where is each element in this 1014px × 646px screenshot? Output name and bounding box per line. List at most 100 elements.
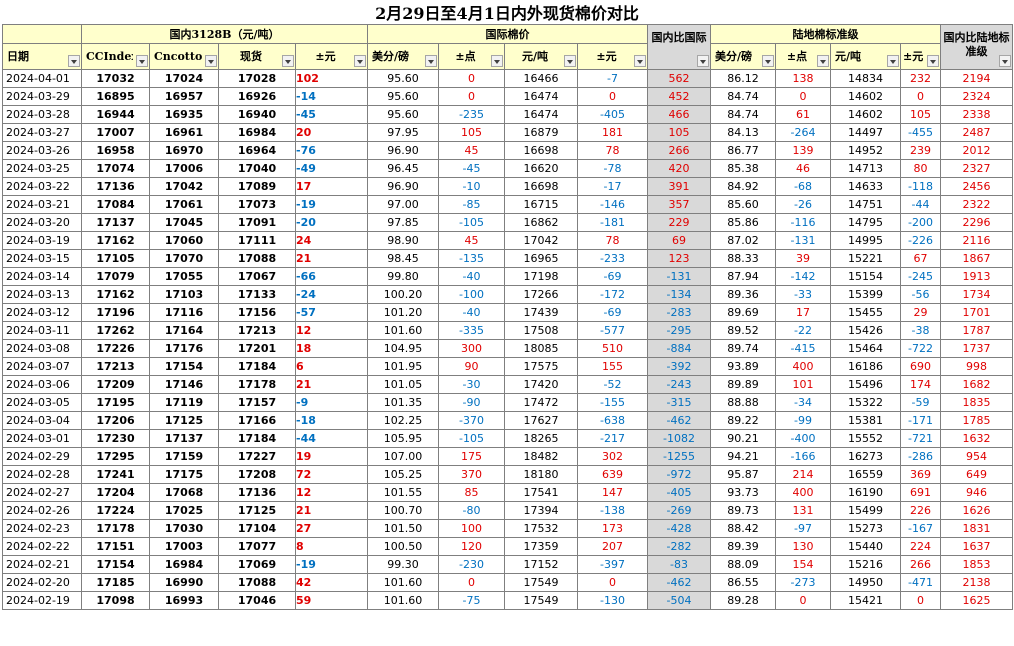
cell-cncotton[interactable]: 17060 [149, 231, 219, 250]
cell-chg2[interactable]: -397 [577, 555, 648, 574]
cell-spot[interactable]: 17046 [218, 591, 296, 610]
cell-landed-pts[interactable]: -99 [775, 411, 831, 430]
cell-cny[interactable]: 16466 [504, 69, 578, 88]
cell-cny[interactable]: 17472 [504, 393, 578, 412]
cell-diff[interactable]: -972 [647, 465, 711, 484]
filter-dropdown-icon[interactable] [205, 55, 217, 67]
cell-chg2[interactable]: -7 [577, 69, 648, 88]
cell-diff[interactable]: -1255 [647, 447, 711, 466]
cell-landed-usd[interactable]: 87.02 [710, 231, 776, 250]
cell-spot[interactable]: 17184 [218, 357, 296, 376]
cell-cncotton[interactable]: 16993 [149, 591, 219, 610]
cell-landed-pts[interactable]: 101 [775, 375, 831, 394]
cell-spot[interactable]: 17089 [218, 177, 296, 196]
cell-cny[interactable]: 17266 [504, 285, 578, 304]
cell-date[interactable]: 2024-03-11 [2, 321, 82, 340]
cell-landed-usd[interactable]: 86.12 [710, 69, 776, 88]
cell-landed-usd[interactable]: 89.73 [710, 501, 776, 520]
cell-pts[interactable]: -135 [438, 249, 505, 268]
cell-cny[interactable]: 17420 [504, 375, 578, 394]
cell-spot[interactable]: 17104 [218, 519, 296, 538]
cell-chg2[interactable]: -78 [577, 159, 648, 178]
cell-landed-chg[interactable]: 67 [900, 249, 941, 268]
cell-landed-chg[interactable]: 0 [900, 87, 941, 106]
cell-landed-chg[interactable]: -56 [900, 285, 941, 304]
cell-landed-diff[interactable]: 2138 [940, 573, 1013, 592]
filter-dropdown-icon[interactable] [425, 55, 437, 67]
cell-landed-cny[interactable]: 15426 [830, 321, 901, 340]
cell-landed-usd[interactable]: 95.87 [710, 465, 776, 484]
cell-diff[interactable]: -134 [647, 285, 711, 304]
cell-usd[interactable]: 97.00 [367, 195, 439, 214]
cell-landed-chg[interactable]: 80 [900, 159, 941, 178]
cell-chg2[interactable]: -69 [577, 303, 648, 322]
cell-cny[interactable]: 18085 [504, 339, 578, 358]
cell-landed-diff[interactable]: 1737 [940, 339, 1013, 358]
cell-cncotton[interactable]: 17003 [149, 537, 219, 556]
cell-cny[interactable]: 18482 [504, 447, 578, 466]
cell-spot[interactable]: 17184 [218, 429, 296, 448]
cell-chg[interactable]: 6 [295, 357, 368, 376]
cell-usd[interactable]: 95.60 [367, 105, 439, 124]
cell-date[interactable]: 2024-03-29 [2, 87, 82, 106]
cell-landed-chg[interactable]: 690 [900, 357, 941, 376]
cell-spot[interactable]: 16984 [218, 123, 296, 142]
cell-landed-cny[interactable]: 14602 [830, 87, 901, 106]
cell-diff[interactable]: 466 [647, 105, 711, 124]
header-diff[interactable]: 国内比国际 [647, 24, 711, 70]
cell-usd[interactable]: 101.35 [367, 393, 439, 412]
cell-landed-chg[interactable]: 224 [900, 537, 941, 556]
cell-chg2[interactable]: -69 [577, 267, 648, 286]
cell-usd[interactable]: 98.90 [367, 231, 439, 250]
cell-pts[interactable]: -40 [438, 267, 505, 286]
header-cncotton[interactable]: Cncotton [149, 43, 219, 70]
cell-landed-cny[interactable]: 15399 [830, 285, 901, 304]
cell-spot[interactable]: 17208 [218, 465, 296, 484]
cell-usd[interactable]: 101.60 [367, 591, 439, 610]
cell-ccindex[interactable]: 17084 [81, 195, 150, 214]
cell-diff[interactable]: 562 [647, 69, 711, 88]
cell-chg2[interactable]: -146 [577, 195, 648, 214]
cell-date[interactable]: 2024-04-01 [2, 69, 82, 88]
cell-landed-cny[interactable]: 15440 [830, 537, 901, 556]
header-landed-diff[interactable]: 国内比陆地标准级 [940, 24, 1013, 70]
cell-diff[interactable]: 391 [647, 177, 711, 196]
cell-chg2[interactable]: -52 [577, 375, 648, 394]
cell-spot[interactable]: 17213 [218, 321, 296, 340]
cell-pts[interactable]: -370 [438, 411, 505, 430]
cell-usd[interactable]: 96.45 [367, 159, 439, 178]
cell-landed-chg[interactable]: -471 [900, 573, 941, 592]
cell-cny[interactable]: 17198 [504, 267, 578, 286]
cell-chg2[interactable]: 173 [577, 519, 648, 538]
cell-cncotton[interactable]: 17030 [149, 519, 219, 538]
cell-ccindex[interactable]: 17196 [81, 303, 150, 322]
cell-landed-chg[interactable]: 369 [900, 465, 941, 484]
cell-landed-pts[interactable]: -22 [775, 321, 831, 340]
cell-landed-pts[interactable]: 39 [775, 249, 831, 268]
cell-cncotton[interactable]: 17164 [149, 321, 219, 340]
cell-usd[interactable]: 104.95 [367, 339, 439, 358]
cell-date[interactable]: 2024-03-12 [2, 303, 82, 322]
cell-landed-usd[interactable]: 89.69 [710, 303, 776, 322]
cell-chg[interactable]: -14 [295, 87, 368, 106]
cell-landed-cny[interactable]: 16273 [830, 447, 901, 466]
cell-landed-diff[interactable]: 2487 [940, 123, 1013, 142]
cell-landed-cny[interactable]: 16186 [830, 357, 901, 376]
cell-ccindex[interactable]: 16895 [81, 87, 150, 106]
filter-dropdown-icon[interactable] [282, 55, 294, 67]
cell-usd[interactable]: 100.70 [367, 501, 439, 520]
cell-landed-diff[interactable]: 649 [940, 465, 1013, 484]
cell-chg2[interactable]: 207 [577, 537, 648, 556]
cell-chg2[interactable]: -172 [577, 285, 648, 304]
cell-landed-cny[interactable]: 15455 [830, 303, 901, 322]
cell-diff[interactable]: -315 [647, 393, 711, 412]
cell-cncotton[interactable]: 17146 [149, 375, 219, 394]
cell-landed-cny[interactable]: 14497 [830, 123, 901, 142]
cell-landed-pts[interactable]: -34 [775, 393, 831, 412]
header-chg2[interactable]: ±元 [577, 43, 648, 70]
cell-chg[interactable]: 21 [295, 249, 368, 268]
cell-diff[interactable]: 229 [647, 213, 711, 232]
cell-landed-usd[interactable]: 89.52 [710, 321, 776, 340]
cell-landed-chg[interactable]: 691 [900, 483, 941, 502]
cell-landed-pts[interactable]: 154 [775, 555, 831, 574]
